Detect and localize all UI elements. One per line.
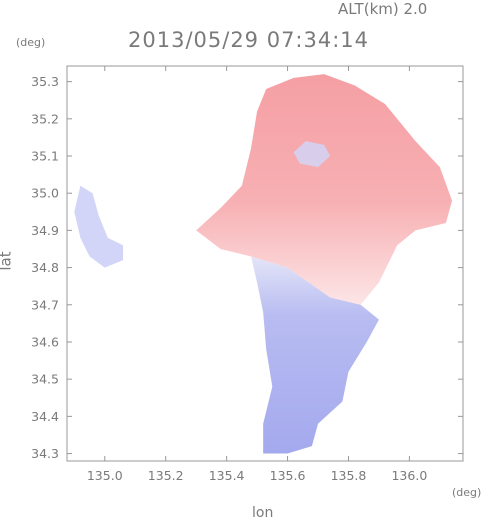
- axis-ticks: 135.0 135.2 135.4 135.6 135.8 136.0 34.3 34.4 34…: [31, 66, 463, 483]
- x-tick-label: 136.0: [391, 468, 427, 483]
- y-tick-label: 34.8: [31, 260, 59, 275]
- x-tick-label: 135.0: [87, 468, 123, 483]
- y-tick-label: 35.1: [31, 149, 59, 164]
- lat-unit-label: (deg): [16, 36, 46, 49]
- west-echo-region: [74, 185, 124, 268]
- y-tick-label: 34.9: [31, 223, 59, 238]
- x-tick-label: 135.2: [148, 468, 184, 483]
- lon-unit-label: (deg): [452, 486, 482, 499]
- x-tick-label: 135.4: [209, 468, 245, 483]
- x-tick-label: 135.6: [270, 468, 306, 483]
- x-axis-label: lon: [252, 505, 274, 521]
- y-tick-label: 34.6: [31, 334, 59, 349]
- radar-field-layer: [74, 74, 453, 454]
- y-tick-label: 35.2: [31, 111, 59, 126]
- approaching-velocity-region: [250, 256, 379, 454]
- y-tick-label: 34.3: [31, 446, 59, 461]
- y-tick-label: 34.4: [31, 409, 59, 424]
- altitude-label: ALT(km) 2.0: [338, 0, 428, 18]
- receding-velocity-region: [196, 74, 453, 305]
- y-tick-label: 34.5: [31, 372, 59, 387]
- y-tick-label: 34.7: [31, 297, 59, 312]
- timestamp-title: 2013/05/29 07:34:14: [128, 28, 370, 52]
- plot-frame: [66, 65, 464, 462]
- low-velocity-patch: [293, 141, 331, 168]
- x-tick-label: 135.8: [331, 468, 367, 483]
- y-tick-label: 35.0: [31, 186, 59, 201]
- y-tick-label: 35.3: [31, 74, 59, 89]
